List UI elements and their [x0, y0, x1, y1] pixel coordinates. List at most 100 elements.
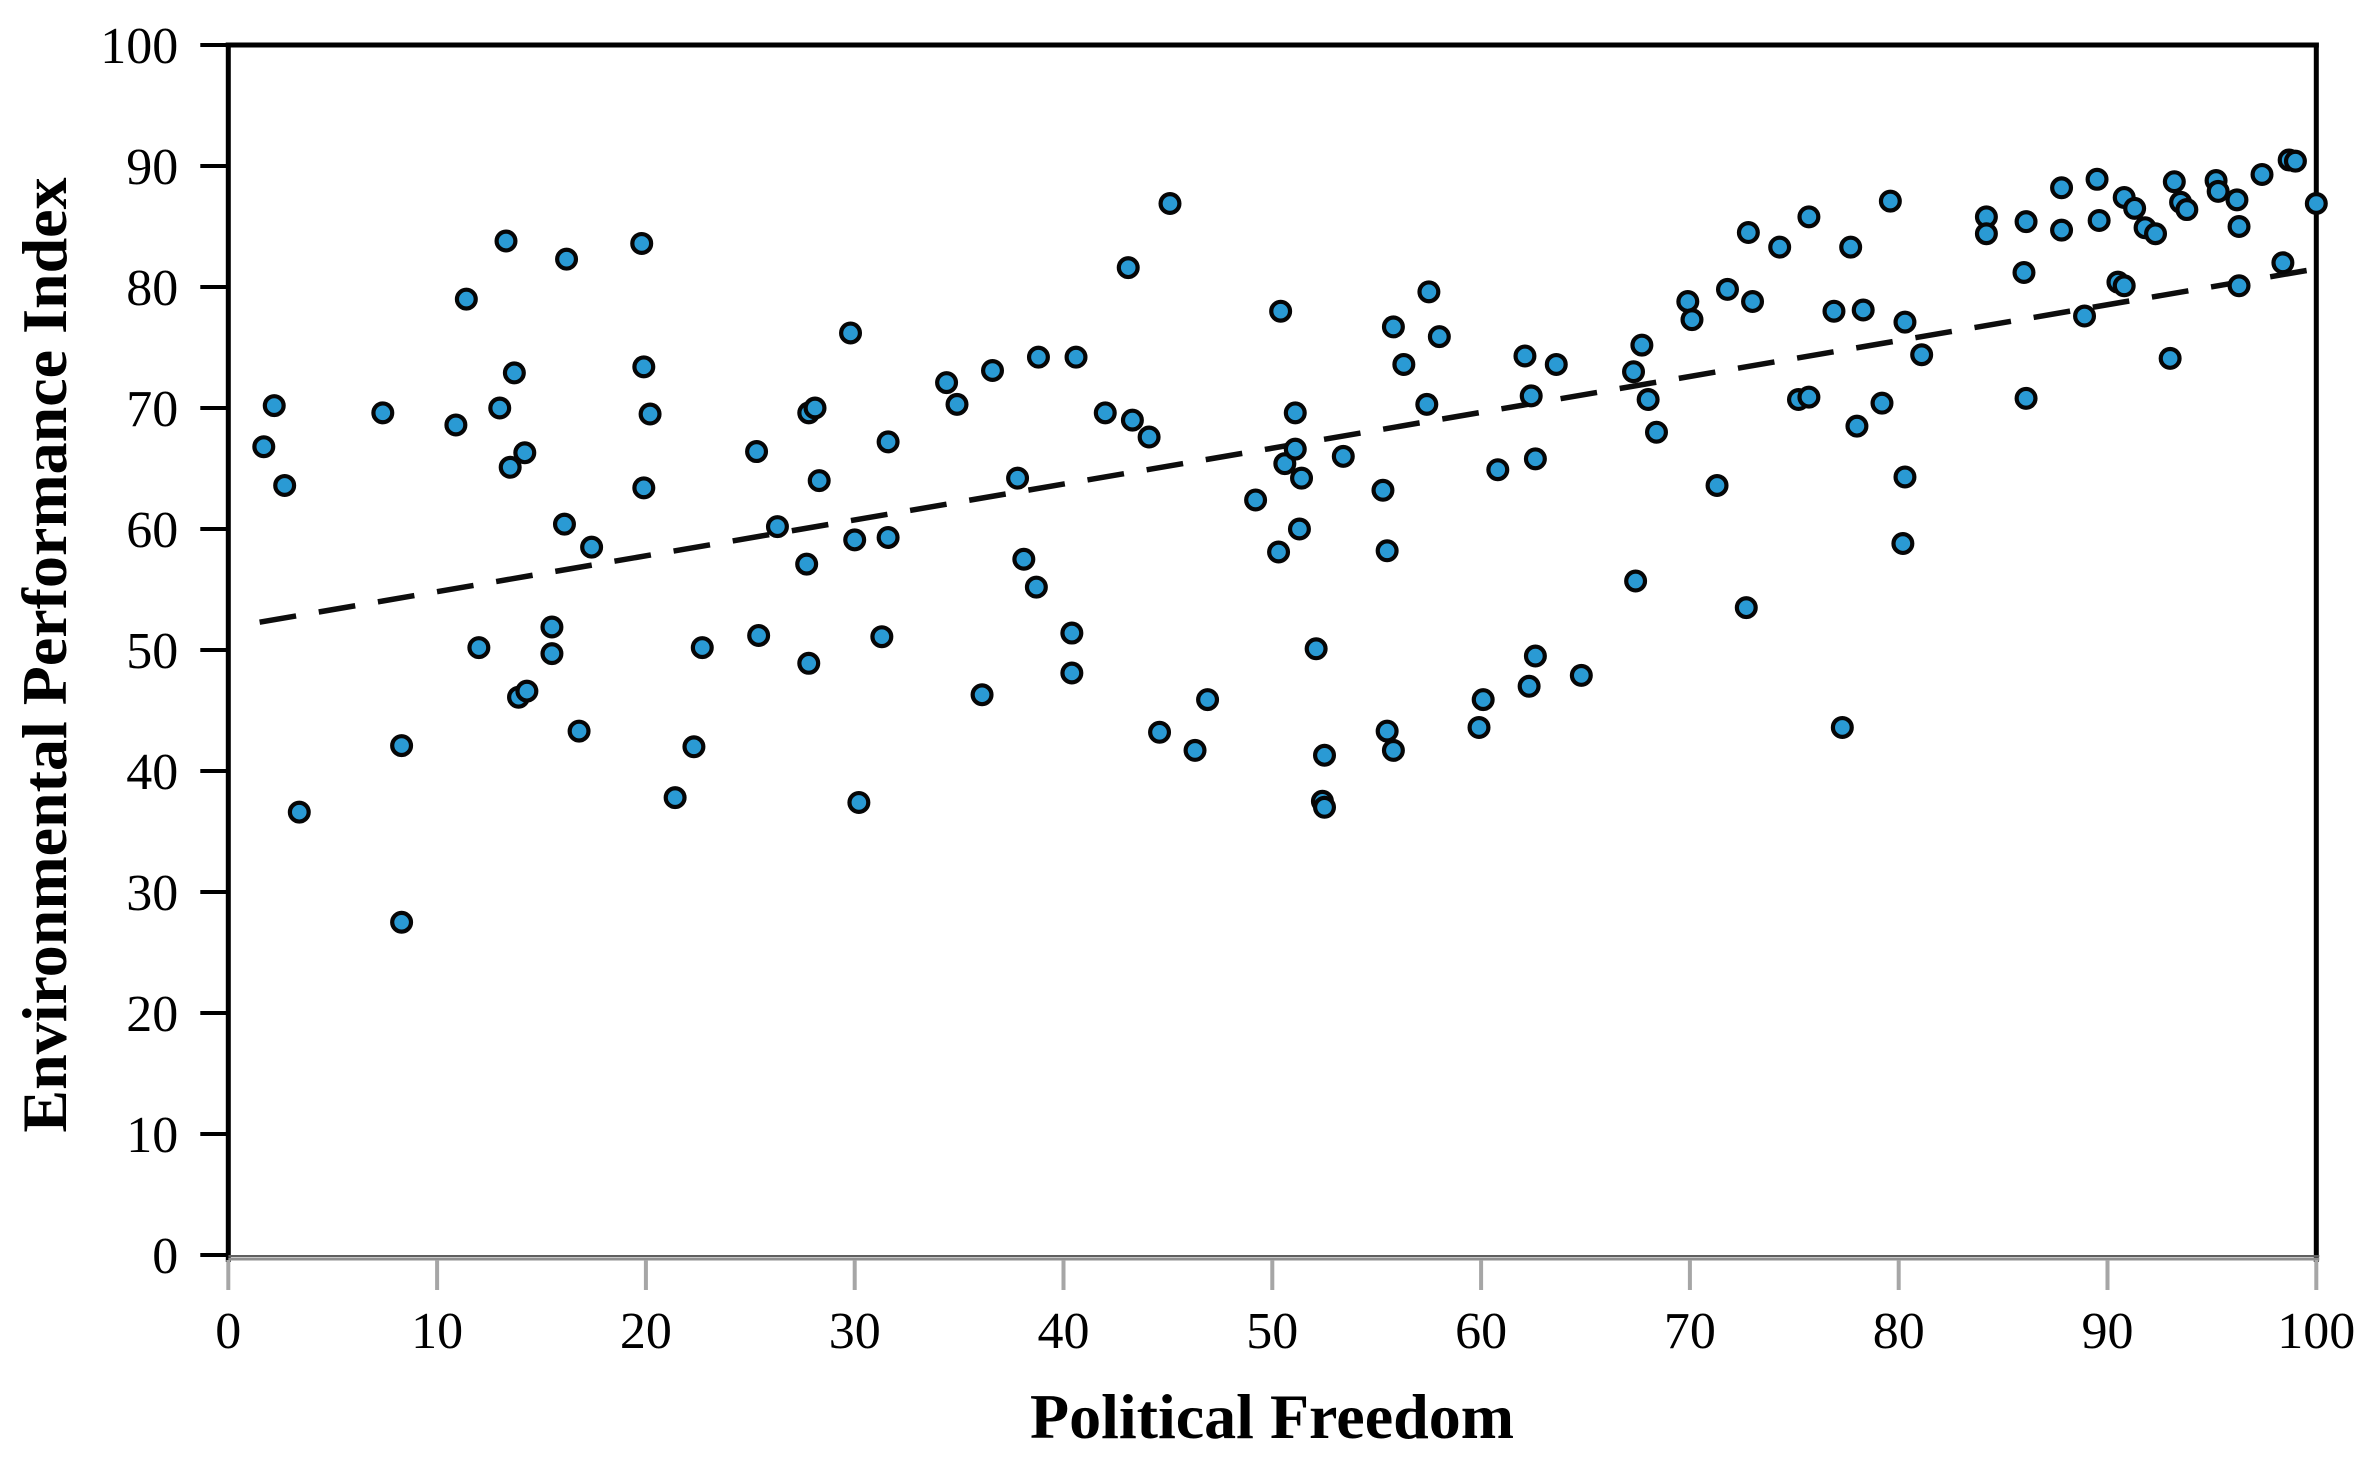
data-point — [1137, 425, 1161, 449]
data-point — [847, 790, 871, 814]
data-point — [1830, 715, 1854, 739]
data-point — [1523, 447, 1547, 471]
data-point — [555, 247, 579, 271]
data-point — [488, 396, 512, 420]
data-point — [1839, 235, 1863, 259]
y-tick-label: 80 — [126, 260, 178, 317]
data-point — [876, 430, 900, 454]
data-point — [1415, 392, 1439, 416]
data-point — [803, 396, 827, 420]
data-point — [390, 910, 414, 934]
data-point — [1845, 414, 1869, 438]
data-point — [1471, 688, 1495, 712]
y-tick-label: 50 — [126, 623, 178, 680]
y-tick-label: 60 — [126, 502, 178, 559]
data-point — [630, 231, 654, 255]
y-tick-label: 40 — [126, 744, 178, 801]
data-point — [1392, 352, 1416, 376]
x-tick-label: 80 — [1873, 1303, 1925, 1360]
data-point — [1304, 637, 1328, 661]
data-point — [1544, 352, 1568, 376]
data-point — [745, 440, 769, 464]
data-point — [2227, 274, 2251, 298]
x-tick-label: 50 — [1246, 1303, 1298, 1360]
data-point — [287, 800, 311, 824]
data-point — [935, 371, 959, 395]
data-point — [1630, 333, 1654, 357]
data-point — [2085, 167, 2109, 191]
data-point — [2014, 210, 2038, 234]
data-point — [1012, 547, 1036, 571]
data-point — [1148, 720, 1172, 744]
data-point — [1196, 688, 1220, 712]
data-point — [1417, 280, 1441, 304]
data-point — [765, 515, 789, 539]
data-point — [540, 615, 564, 639]
data-point — [1519, 384, 1543, 408]
data-point — [2250, 162, 2274, 186]
data-point — [1283, 401, 1307, 425]
data-point — [1734, 596, 1758, 620]
data-point — [2225, 188, 2249, 212]
data-point — [747, 623, 771, 647]
data-point — [1636, 388, 1660, 412]
data-point — [2123, 196, 2147, 220]
data-point — [682, 735, 706, 759]
data-point — [1283, 437, 1307, 461]
data-point — [2012, 260, 2036, 284]
data-point — [1523, 644, 1547, 668]
data-point — [2175, 198, 2199, 222]
data-point — [1312, 795, 1336, 819]
x-tick-label: 10 — [411, 1303, 463, 1360]
data-point — [1910, 343, 1934, 367]
data-point — [1006, 466, 1030, 490]
data-point — [2050, 176, 2074, 200]
data-point — [2050, 218, 2074, 242]
data-point — [454, 287, 478, 311]
data-point — [1768, 235, 1792, 259]
x-tick-label: 40 — [1038, 1303, 1090, 1360]
data-point — [1267, 540, 1291, 564]
data-point — [1705, 473, 1729, 497]
data-point — [839, 321, 863, 345]
data-point — [2087, 208, 2111, 232]
data-point — [1375, 719, 1399, 743]
data-point — [2227, 215, 2251, 239]
data-point — [1427, 325, 1451, 349]
data-point — [2073, 304, 2097, 328]
data-point — [876, 525, 900, 549]
data-point — [502, 361, 526, 385]
data-point — [945, 392, 969, 416]
data-point — [1736, 221, 1760, 245]
data-point — [494, 229, 518, 253]
data-point — [1851, 298, 1875, 322]
data-points-group — [252, 148, 2328, 934]
data-point — [262, 394, 286, 418]
data-point — [807, 469, 831, 493]
data-point — [1676, 290, 1700, 314]
data-point — [2014, 386, 2038, 410]
data-point — [1287, 517, 1311, 541]
data-point — [444, 413, 468, 437]
data-point — [1093, 401, 1117, 425]
data-point — [1064, 345, 1088, 369]
data-point — [580, 535, 604, 559]
data-point — [2162, 170, 2186, 194]
plot-frame — [225, 42, 2320, 1262]
data-point — [1870, 391, 1894, 415]
data-point — [1893, 310, 1917, 334]
data-point — [252, 435, 276, 459]
data-point — [1244, 488, 1268, 512]
data-point — [2144, 222, 2168, 246]
y-tick-label: 90 — [126, 139, 178, 196]
data-point — [1680, 308, 1704, 332]
data-point — [797, 651, 821, 675]
data-point — [1624, 569, 1648, 593]
x-tick-label: 100 — [2277, 1303, 2355, 1360]
data-point — [552, 512, 576, 536]
y-tick-label: 0 — [152, 1228, 178, 1285]
data-point — [1974, 222, 1998, 246]
data-point — [1797, 205, 1821, 229]
data-point — [981, 358, 1005, 382]
data-point — [663, 786, 687, 810]
